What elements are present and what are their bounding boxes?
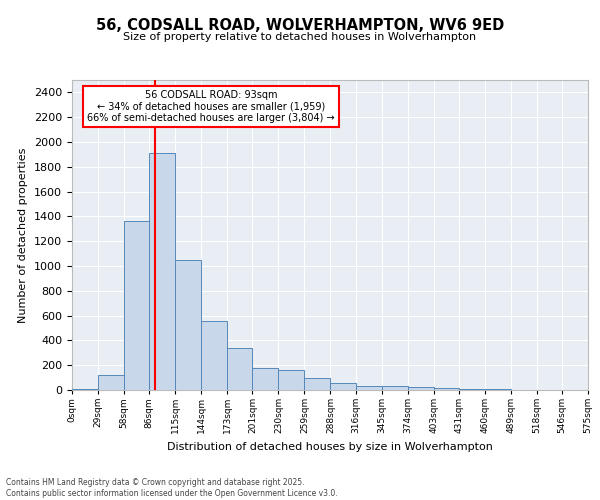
Bar xyxy=(407,388,434,390)
Bar xyxy=(459,389,485,390)
Bar xyxy=(124,222,149,390)
Text: 56, CODSALL ROAD, WOLVERHAMPTON, WV6 9ED: 56, CODSALL ROAD, WOLVERHAMPTON, WV6 9ED xyxy=(96,18,504,32)
Bar xyxy=(201,320,227,390)
Bar xyxy=(382,386,407,390)
Bar xyxy=(98,374,124,390)
Bar xyxy=(227,348,253,390)
Bar xyxy=(356,386,382,390)
X-axis label: Distribution of detached houses by size in Wolverhampton: Distribution of detached houses by size … xyxy=(167,442,493,452)
Bar xyxy=(149,153,175,390)
Text: Contains HM Land Registry data © Crown copyright and database right 2025.
Contai: Contains HM Land Registry data © Crown c… xyxy=(6,478,338,498)
Text: Size of property relative to detached houses in Wolverhampton: Size of property relative to detached ho… xyxy=(124,32,476,42)
Bar xyxy=(175,260,201,390)
Bar xyxy=(253,368,278,390)
Bar xyxy=(278,370,304,390)
Text: 56 CODSALL ROAD: 93sqm
← 34% of detached houses are smaller (1,959)
66% of semi-: 56 CODSALL ROAD: 93sqm ← 34% of detached… xyxy=(87,90,335,123)
Y-axis label: Number of detached properties: Number of detached properties xyxy=(19,148,28,322)
Bar xyxy=(331,382,356,390)
Bar xyxy=(304,378,331,390)
Bar xyxy=(434,388,459,390)
